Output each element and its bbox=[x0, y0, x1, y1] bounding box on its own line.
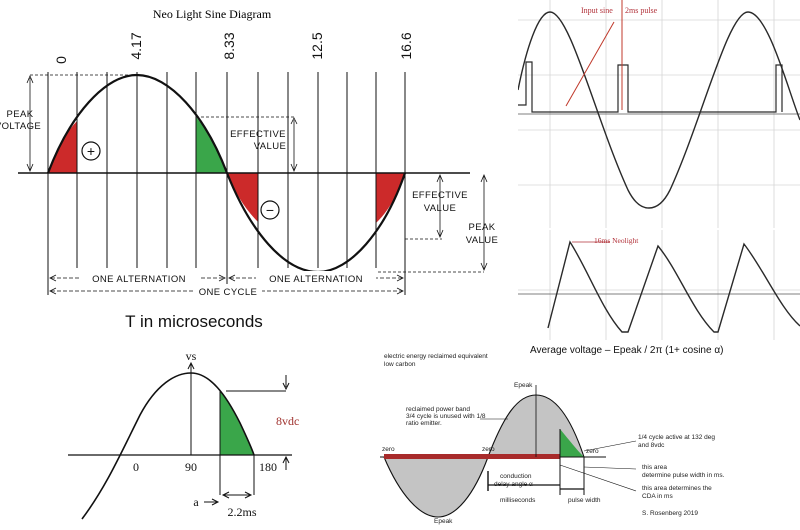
reclaimed-note-2: 3/4 cycle is unused with 1/8 bbox=[406, 413, 486, 420]
label-0: 0 bbox=[133, 460, 139, 474]
conduction-note-1: conduction bbox=[500, 473, 532, 480]
pulse-area-note-1: this area bbox=[642, 464, 667, 471]
energy-note-2: low carbon bbox=[384, 361, 416, 368]
half-wave-curve bbox=[81, 372, 255, 520]
effective-value-top-2: VALUE bbox=[254, 141, 286, 152]
vs-label: vs bbox=[186, 349, 197, 363]
effective-value-mid-2: VALUE bbox=[424, 203, 456, 214]
label-arrow bbox=[565, 21, 615, 107]
epeak-top: Epeak bbox=[514, 382, 533, 389]
epeak-bottom: Epeak bbox=[434, 518, 453, 525]
peak-voltage-label: PEAK bbox=[7, 109, 34, 120]
active-note-1: 1/4 cycle active at 132 deg bbox=[638, 434, 715, 441]
peak-value-label: PEAK bbox=[469, 222, 496, 233]
signature: S. Rosenberg 2019 bbox=[642, 510, 698, 517]
input-sine-label: Input sine bbox=[581, 6, 613, 15]
energy-note-1: electric energy reclaimed equivalent bbox=[384, 353, 488, 360]
conduction-note-2: delay angle α bbox=[494, 481, 533, 488]
label-a: a bbox=[193, 495, 199, 509]
pulse-area-note-2: determine pulse width in ms. bbox=[642, 472, 725, 479]
pulse-label: 2ms pulse bbox=[625, 6, 658, 15]
input-sine-trace bbox=[518, 11, 800, 209]
plus-circle bbox=[81, 141, 101, 161]
zero-left: zero bbox=[382, 446, 395, 453]
cda-note-1: this area determines the bbox=[642, 485, 712, 492]
sine-curve bbox=[46, 73, 407, 274]
pulse-trace bbox=[518, 61, 783, 113]
tick-12-5: 12.5 bbox=[309, 32, 325, 59]
red-area-1 bbox=[48, 121, 77, 173]
zero-right: zero bbox=[586, 448, 599, 455]
neolight-sawtooth bbox=[547, 240, 800, 333]
tick-8-33: 8.33 bbox=[221, 32, 237, 59]
tick-0: 0 bbox=[53, 56, 69, 64]
green-area-1 bbox=[196, 117, 227, 173]
minus-sign: − bbox=[266, 202, 274, 218]
energy-diagram: electric energy reclaimed equivalent low… bbox=[380, 353, 725, 525]
pulse-width-label: pulse width bbox=[568, 497, 601, 504]
tick-4-17: 4.17 bbox=[128, 32, 144, 59]
reclaimed-note-1: reclaimed power band bbox=[406, 406, 470, 413]
time-2-2ms: 2.2ms bbox=[227, 505, 256, 519]
one-alternation-1: ONE ALTERNATION bbox=[92, 274, 186, 285]
zero-mid: zero bbox=[482, 446, 495, 453]
one-alternation-2: ONE ALTERNATION bbox=[269, 274, 363, 285]
peak-voltage-label-2: VOLTAGE bbox=[0, 121, 41, 132]
scope-input-sine: Input sine 2ms pulse bbox=[518, 0, 800, 228]
diagram-title: Neo Light Sine Diagram bbox=[153, 7, 272, 21]
average-voltage-formula: Average voltage – Epeak / 2π (1+ cosine … bbox=[530, 345, 724, 356]
label-90: 90 bbox=[185, 460, 197, 474]
active-note-2: and 8vdc bbox=[638, 442, 665, 449]
main-sine-diagram: Neo Light Sine Diagram 0 4.17 8.33 12.5 … bbox=[0, 7, 498, 331]
reclaimed-band bbox=[384, 454, 560, 459]
green-active-area bbox=[560, 429, 584, 457]
cda-note-2: CDA in ms bbox=[642, 493, 673, 500]
scope-neolight: 16ms Neolight bbox=[518, 230, 800, 340]
minus-circle bbox=[260, 200, 280, 220]
green-pulse-area bbox=[220, 391, 254, 455]
conduction-note-3: milliseconds bbox=[500, 497, 536, 504]
peak-value-label-2: VALUE bbox=[466, 235, 498, 246]
half-wave-diagram: vs 8vdc 0 90 180 a 2.2ms bbox=[68, 349, 299, 520]
plus-sign: + bbox=[87, 143, 95, 159]
effective-value-mid: EFFECTIVE bbox=[412, 190, 468, 201]
effective-value-top: EFFECTIVE bbox=[230, 129, 286, 140]
tick-16-6: 16.6 bbox=[398, 32, 414, 59]
time-unit-caption: T in microseconds bbox=[125, 312, 263, 331]
neolight-label: 16ms Neolight bbox=[594, 236, 639, 245]
red-area-3 bbox=[376, 173, 405, 223]
negative-lobe bbox=[383, 456, 489, 518]
label-180: 180 bbox=[259, 460, 277, 474]
reclaimed-note-3: ratio emitter. bbox=[406, 420, 442, 427]
voltage-8vdc: 8vdc bbox=[276, 414, 299, 428]
one-cycle: ONE CYCLE bbox=[199, 287, 258, 298]
red-area-2 bbox=[227, 173, 258, 222]
